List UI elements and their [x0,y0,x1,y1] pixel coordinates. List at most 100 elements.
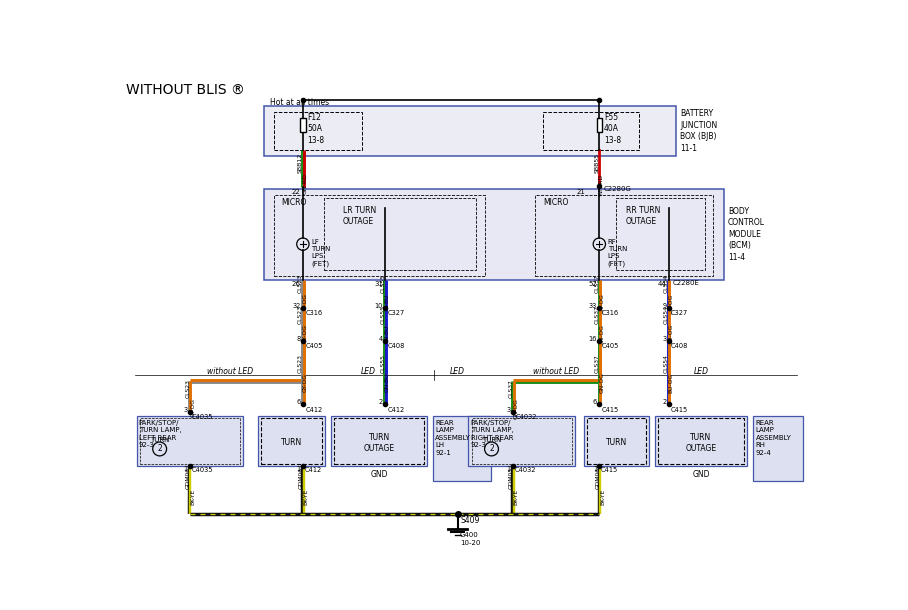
Text: 3: 3 [662,336,666,342]
Text: C412: C412 [305,407,322,412]
Text: CLS54: CLS54 [664,306,669,325]
Text: GN-OG: GN-OG [514,398,518,419]
Text: TURN: TURN [281,439,302,447]
Text: CLS23: CLS23 [298,274,303,293]
Text: RR TURN
OUTAGE: RR TURN OUTAGE [626,206,660,226]
Text: WITHOUT BLIS ®: WITHOUT BLIS ® [126,83,244,97]
Text: 1: 1 [507,466,511,472]
Text: 2: 2 [379,399,383,405]
Text: CLS23: CLS23 [298,306,303,325]
Text: C405: C405 [602,343,619,350]
Text: BU-OG: BU-OG [668,325,674,344]
Text: 10: 10 [375,303,383,309]
Text: GDM05: GDM05 [509,467,514,489]
Bar [301,118,306,132]
Text: C412: C412 [304,467,321,473]
Text: BK-YE: BK-YE [600,489,605,505]
Text: C4035: C4035 [192,414,213,420]
Text: CLS55: CLS55 [380,354,386,373]
Text: CLS54: CLS54 [664,274,669,293]
Text: without LED: without LED [533,367,579,376]
Bar [334,418,424,464]
Text: 33: 33 [588,303,597,309]
Text: 52: 52 [588,281,597,287]
Text: REAR
LAMP
ASSEMBLY
LH
92-1: REAR LAMP ASSEMBLY LH 92-1 [435,420,471,456]
Text: GN-BU: GN-BU [385,373,390,392]
Text: MICRO: MICRO [281,198,307,207]
Bar [536,195,713,276]
Text: 3: 3 [183,407,187,413]
Text: GDM06: GDM06 [185,467,191,489]
Text: CLS23: CLS23 [298,354,303,373]
Text: 1: 1 [593,466,597,472]
Text: GN-BU: GN-BU [385,325,390,343]
Text: 3: 3 [507,407,511,413]
Text: C4035: C4035 [192,467,212,473]
Text: 26: 26 [291,281,301,287]
Text: GN-RD: GN-RD [302,173,308,195]
Text: 6: 6 [296,399,301,405]
Bar [331,416,427,466]
Text: 16: 16 [588,336,597,342]
Text: C412: C412 [388,407,405,412]
Text: GN-BU: GN-BU [385,293,390,313]
Text: C327: C327 [671,310,688,317]
Text: 2: 2 [662,399,666,405]
Text: C415: C415 [602,407,619,412]
Bar [587,418,646,464]
Text: LF
TURN
LPS
(FET): LF TURN LPS (FET) [311,239,331,267]
Text: 4: 4 [379,336,383,342]
Bar [617,198,705,270]
Text: GY-OG: GY-OG [302,373,308,392]
Bar [433,416,490,481]
Text: G400
10-20: G400 10-20 [460,532,480,545]
Bar [543,112,639,150]
Text: SBB12: SBB12 [298,153,303,173]
Text: REAR
LAMP
ASSEMBLY
RH
92-4: REAR LAMP ASSEMBLY RH 92-4 [755,420,792,456]
Text: WH-RD: WH-RD [599,173,604,196]
Text: F12
50A
13-8: F12 50A 13-8 [308,113,325,145]
Text: 1: 1 [183,466,187,472]
Text: S409: S409 [460,516,480,525]
Bar [655,416,747,466]
Text: 6: 6 [593,399,597,405]
Text: GDM06: GDM06 [596,467,600,489]
Text: C4032: C4032 [515,467,536,473]
Text: PARK/STOP/
TURN LAMP,
RIGHT REAR
92-3: PARK/STOP/ TURN LAMP, RIGHT REAR 92-3 [470,420,514,448]
Text: GN-OG: GN-OG [599,293,604,314]
Bar [469,416,575,466]
Text: CLS37: CLS37 [595,354,599,373]
Text: CLS37: CLS37 [509,379,514,398]
Text: C2280E: C2280E [673,281,699,287]
Bar [597,118,602,132]
Text: PARK/STOP/
TURN LAMP,
LEFT REAR
92-3: PARK/STOP/ TURN LAMP, LEFT REAR 92-3 [139,420,182,448]
Text: Hot at all times: Hot at all times [270,98,329,107]
Text: C415: C415 [671,407,688,412]
Text: BK-YE: BK-YE [303,489,309,505]
Text: GN-OG: GN-OG [599,373,604,393]
Text: TURN: TURN [150,437,170,443]
Text: RF
TURN
LPS
(FET): RF TURN LPS (FET) [607,239,627,267]
Text: C316: C316 [305,310,322,317]
Text: 21: 21 [577,188,586,195]
Bar [471,418,572,464]
Text: LED: LED [360,367,376,376]
Text: C4032: C4032 [516,414,537,420]
Text: 32: 32 [292,303,301,309]
Text: CLS54: CLS54 [664,354,669,373]
Text: BU-OG: BU-OG [668,293,674,314]
Text: LED: LED [450,367,465,376]
Text: GY-OG: GY-OG [302,325,308,343]
Bar [754,416,804,481]
Bar [262,418,322,464]
Text: 2: 2 [157,445,162,453]
Text: 44: 44 [657,281,666,287]
Text: 2: 2 [489,445,494,453]
Text: BATTERY
JUNCTION
BOX (BJB)
11-1: BATTERY JUNCTION BOX (BJB) 11-1 [680,109,717,152]
Text: C408: C408 [388,343,405,350]
Text: GND: GND [692,470,710,479]
Text: CLS23: CLS23 [185,379,191,398]
Text: CLS55: CLS55 [380,274,386,293]
Bar [258,416,325,466]
Text: GND: GND [370,470,388,479]
